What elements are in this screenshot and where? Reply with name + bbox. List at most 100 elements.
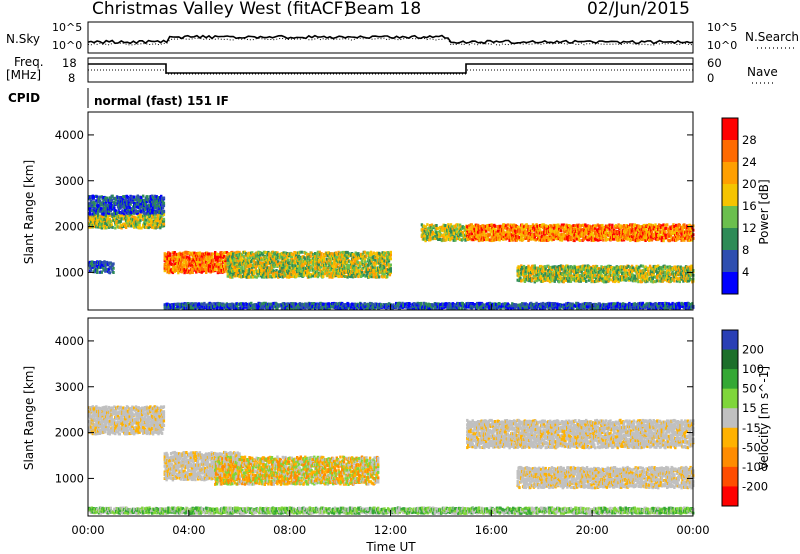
heatmap-cell [615,276,618,280]
heatmap-cell [256,255,259,259]
heatmap-cell [214,251,217,254]
heatmap-cell [604,280,608,284]
heatmap-cell [637,230,640,234]
heatmap-cell [108,271,112,275]
heatmap-cell [603,278,607,282]
heatmap-cell [618,271,621,274]
heatmap-cell [216,259,220,263]
heatmap-cell [145,200,148,204]
heatmap-cell [351,253,355,257]
heatmap-cell [424,225,427,229]
heatmap-cell [608,223,611,227]
heatmap-cell [149,200,152,204]
heatmap-cell [461,231,464,234]
heatmap-cell [519,276,522,280]
heatmap-cell [321,270,324,274]
heatmap-cell [102,200,105,204]
heatmap-cell [252,271,256,275]
heatmap-cell [634,266,637,270]
heatmap-cell [247,269,250,273]
heatmap-cell [294,264,297,268]
heatmap-cell [463,225,466,229]
heatmap-cell [433,234,436,238]
heatmap-cell [209,264,212,268]
heatmap-cell [585,224,588,228]
heatmap-cell [159,226,162,230]
heatmap-cell [611,223,614,227]
heatmap-cell [366,272,369,276]
heatmap-cell [298,272,302,275]
heatmap-cell [368,259,372,262]
heatmap-cell [106,213,110,217]
heatmap-cell [661,226,664,230]
heatmap-cell [248,258,251,262]
heatmap-cell [556,225,559,229]
heatmap-cell [365,270,368,274]
heatmap-cell [119,219,122,223]
heatmap-cell [104,217,107,221]
heatmap-cell [485,229,488,233]
heatmap-cell [575,231,578,235]
heatmap-cell [674,231,677,234]
heatmap-cell [645,277,648,281]
heatmap-cell [498,238,501,242]
heatmap-cell [298,266,302,270]
heatmap-cell [542,223,546,227]
heatmap-cell [424,239,427,243]
heatmap-cell [183,268,186,271]
heatmap-cell [232,267,236,271]
heatmap-cell [203,263,206,267]
heatmap-cell [293,273,296,277]
heatmap-cell [538,226,541,229]
heatmap-cell [580,232,583,236]
heatmap-cell [567,276,570,280]
heatmap-cell [659,225,663,229]
heatmap-cell [502,228,505,231]
heatmap-cell [458,223,462,227]
heatmap-cell [447,223,450,227]
heatmap-cell [664,233,667,237]
heatmap-cell [589,277,592,281]
heatmap-cell [201,258,204,262]
heatmap-cell [428,224,432,227]
heatmap-cell [123,212,126,216]
heatmap-cell [662,223,665,227]
heatmap-cell [370,275,374,279]
heatmap-cell [278,275,282,278]
heatmap-cell [341,275,344,278]
heatmap-cell [556,233,559,237]
heatmap-cell [357,261,360,265]
heatmap-cell [130,213,133,216]
station-title: Christmas Valley West (fitACF) [92,0,350,19]
heatmap-cell [572,224,575,228]
heatmap-cell [512,223,516,227]
heatmap-cell [542,230,546,234]
heatmap-cell [495,233,499,237]
heatmap-cell [107,209,111,213]
heatmap-cell [251,268,254,272]
heatmap-cell [346,256,349,260]
heatmap-cell [140,205,143,209]
heatmap-cell [678,223,681,227]
heatmap-cell [607,237,610,241]
heatmap-cell [207,269,211,273]
heatmap-cell [200,265,203,269]
heatmap-cell [151,219,154,223]
heatmap-cell [560,238,564,242]
heatmap-cell [292,275,295,278]
heatmap-cell [522,234,526,237]
heatmap-cell [279,255,283,259]
heatmap-cell [251,256,255,260]
heatmap-cell [453,235,456,239]
heatmap-cell [323,258,326,262]
heatmap-cell [124,200,127,204]
heatmap-cell [275,269,278,272]
heatmap-cell [105,221,108,225]
heatmap-cell [481,224,484,228]
heatmap-cell [434,236,437,240]
heatmap-cell [305,259,309,262]
heatmap-cell [650,270,654,274]
heatmap-cell [169,252,172,256]
heatmap-cell [638,265,641,269]
heatmap-cell [260,258,264,262]
